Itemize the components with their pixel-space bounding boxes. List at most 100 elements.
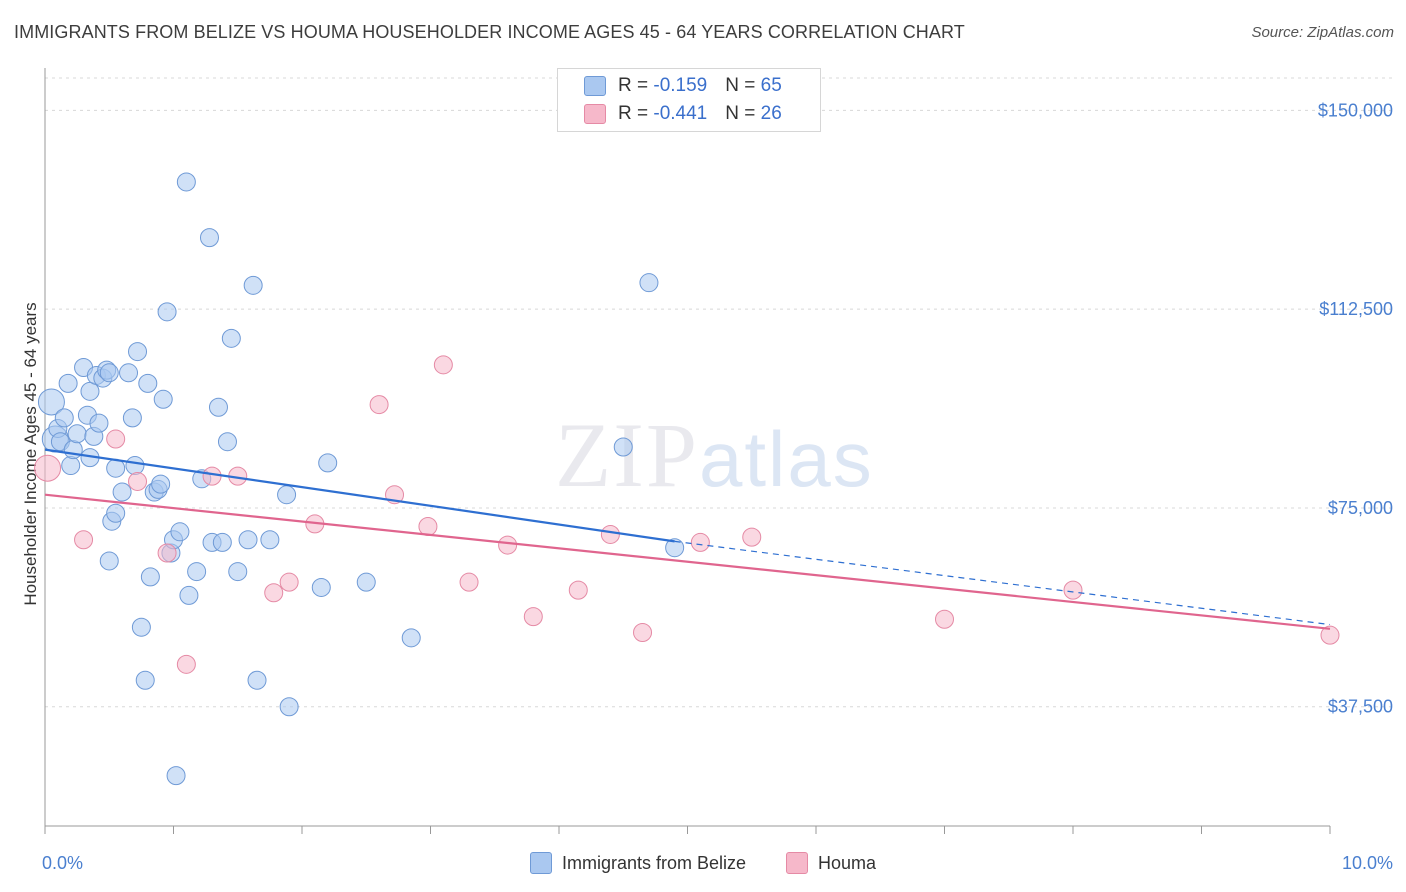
legend-n-value: 26 [760, 103, 782, 124]
legend-swatch-belize [584, 76, 606, 96]
houma-point [600, 524, 620, 544]
watermark-atlas: atlas [699, 415, 874, 503]
houma-point [523, 607, 543, 627]
x-tick-label: 0.0% [42, 853, 83, 873]
belize-point [279, 697, 299, 717]
series-swatch-houma [786, 852, 808, 874]
belize-point [613, 437, 633, 457]
series-legend-houma: Houma [786, 852, 876, 874]
belize-point [140, 567, 160, 587]
belize-point [80, 381, 100, 401]
y-axis-label: Householder Income Ages 45 - 64 years [21, 302, 40, 605]
belize-point [61, 456, 81, 476]
series-label-houma: Houma [818, 852, 877, 873]
belize-point [135, 670, 155, 690]
belize-point [277, 485, 297, 505]
houma-point [633, 623, 653, 643]
belize-point [128, 342, 148, 362]
belize-point [138, 373, 158, 393]
series-swatch-belize [529, 852, 552, 874]
legend-row-houma: R = -0.441 N = 26 [584, 101, 782, 127]
watermark: ZIPatlas [555, 402, 874, 508]
belize-point [122, 408, 142, 428]
belize-point [131, 617, 151, 637]
y-tick-label: $112,500 [1319, 299, 1393, 319]
belize-point [67, 424, 87, 444]
houma-point [106, 429, 126, 449]
belize-point [170, 522, 190, 542]
x-tick-label: 10.0% [1342, 853, 1393, 873]
houma-point [742, 527, 762, 547]
chart-source: Source: ZipAtlas.com [1251, 24, 1394, 41]
houma-point [433, 355, 453, 375]
houma-point [418, 517, 438, 537]
houma-trend-line [44, 493, 1331, 630]
belize-point [119, 363, 139, 383]
houma-point [157, 543, 177, 563]
belize-point [151, 474, 171, 494]
series-legend: Immigrants from Belize Houma [0, 852, 1406, 874]
legend-row-belize: R = -0.159 N = 65 [584, 73, 782, 99]
houma-point [128, 471, 148, 491]
belize-trend-extension [674, 540, 1331, 626]
legend-r-value: -0.441 [653, 103, 708, 124]
belize-point [665, 538, 685, 558]
y-tick-label: $75,000 [1328, 498, 1393, 518]
belize-point [176, 172, 196, 192]
belize-point [187, 562, 207, 582]
belize-point [199, 228, 219, 248]
belize-point [228, 562, 248, 582]
houma-point [279, 572, 299, 592]
y-tick-label: $37,500 [1328, 697, 1393, 717]
houma-point [1063, 580, 1083, 600]
belize-point [311, 577, 331, 597]
belize-point [99, 551, 119, 571]
belize-point [401, 628, 421, 648]
belize-trend-line [44, 448, 675, 543]
belize-point [238, 530, 258, 550]
houma-point [690, 532, 710, 552]
belize-point [221, 328, 241, 348]
belize-point [54, 408, 74, 428]
correlation-legend: R = -0.159 N = 65 R = -0.441 N = 26 [557, 68, 821, 132]
houma-point [74, 530, 94, 550]
legend-n-label: N = [725, 75, 761, 96]
houma-point [202, 466, 222, 486]
chart-title: IMMIGRANTS FROM BELIZE VS HOUMA HOUSEHOL… [14, 22, 965, 42]
belize-point [157, 302, 177, 322]
belize-point [217, 432, 237, 452]
legend-r-label: R = [618, 75, 654, 96]
houma-point [459, 572, 479, 592]
houma-point [264, 583, 284, 603]
legend-n-label: N = [725, 103, 761, 124]
belize-point [318, 453, 338, 473]
belize-point [212, 532, 232, 552]
series-label-belize: Immigrants from Belize [561, 852, 746, 873]
houma-point [34, 454, 62, 482]
belize-point [99, 363, 119, 383]
belize-point [37, 388, 65, 416]
belize-point [260, 530, 280, 550]
belize-point [243, 275, 263, 295]
belize-point [179, 585, 199, 605]
houma-point [369, 395, 389, 415]
houma-point [935, 609, 954, 629]
belize-point [247, 670, 267, 690]
houma-point [176, 654, 196, 674]
belize-point [89, 413, 109, 433]
y-tick-label: $150,000 [1318, 100, 1393, 120]
belize-point [125, 456, 145, 476]
houma-point [498, 535, 518, 555]
legend-r-value: -0.159 [653, 75, 708, 96]
belize-point [63, 440, 83, 460]
belize-point [639, 273, 659, 293]
belize-point [208, 397, 228, 417]
legend-r-label: R = [618, 103, 654, 124]
legend-n-value: 65 [760, 75, 782, 96]
belize-point [166, 766, 186, 786]
belize-point [58, 373, 78, 393]
houma-point [568, 580, 588, 600]
belize-point [153, 389, 173, 409]
houma-point [1320, 625, 1340, 645]
